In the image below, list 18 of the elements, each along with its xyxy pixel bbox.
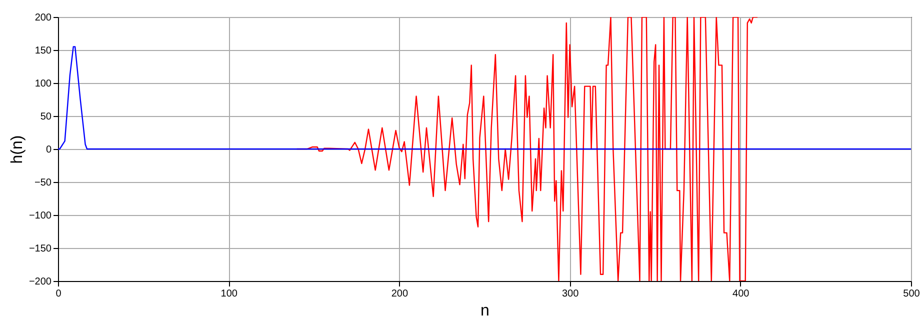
x-axis-title: n bbox=[480, 302, 490, 320]
x-tick-label: 500 bbox=[903, 288, 920, 300]
y-tick-label: −50 bbox=[34, 178, 52, 188]
x-tick-label: 300 bbox=[562, 288, 580, 300]
y-tick-label: 50 bbox=[40, 112, 52, 122]
line-series bbox=[58, 46, 911, 150]
y-tick-label: 200 bbox=[34, 12, 52, 24]
y-tick-label: 150 bbox=[34, 46, 52, 56]
y-tick-label: 0 bbox=[46, 144, 52, 156]
y-tick-label: −100 bbox=[28, 210, 52, 222]
x-tick-label: 100 bbox=[220, 288, 238, 300]
y-tick-label: −150 bbox=[28, 244, 52, 254]
y-tick-label: −200 bbox=[28, 276, 52, 288]
x-tick-label: 0 bbox=[56, 288, 62, 300]
y-tick-label: 100 bbox=[34, 78, 52, 90]
y-axis-title: h(n) bbox=[8, 135, 26, 164]
x-tick-label: 400 bbox=[732, 288, 750, 300]
x-tick-label: 200 bbox=[391, 288, 408, 300]
